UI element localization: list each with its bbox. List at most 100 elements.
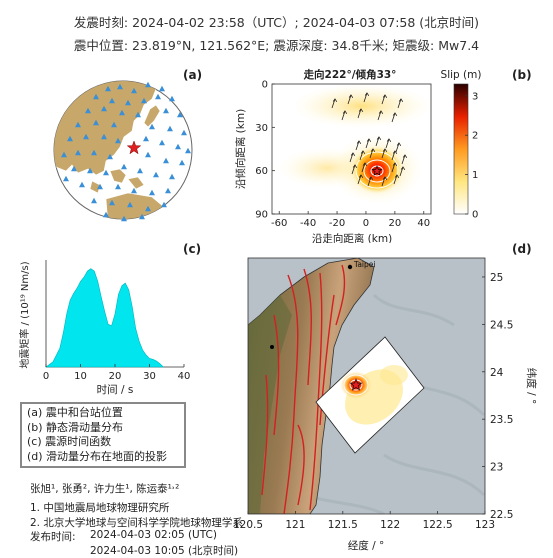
slip-vector-head bbox=[366, 138, 372, 143]
station-marker bbox=[163, 157, 169, 164]
colorbar-tick-label: 1 bbox=[472, 170, 478, 181]
station-marker bbox=[101, 105, 107, 112]
station-marker bbox=[141, 97, 147, 104]
station-marker bbox=[149, 189, 155, 196]
colorbar-tick-label: 3 bbox=[472, 91, 478, 102]
legend-item-d: (d) 滑动量分布在地面的投影 bbox=[27, 449, 168, 463]
legend-item-b: (b) 静态滑动量分布 bbox=[27, 420, 124, 434]
slip-vector bbox=[377, 110, 382, 121]
station-marker bbox=[97, 183, 103, 190]
slip-vector-head bbox=[398, 98, 404, 103]
stf-ylabel: 地震矩率 / (10¹⁹ Nm/s) bbox=[18, 261, 31, 368]
slip-vector-head bbox=[382, 176, 388, 181]
slip-x-tick-label: -60 bbox=[271, 218, 287, 229]
panel-label-d: (d) bbox=[512, 242, 532, 256]
station-marker bbox=[93, 93, 99, 100]
slip-vector-head bbox=[392, 112, 398, 117]
slip-vector bbox=[331, 98, 336, 109]
station-marker bbox=[103, 211, 109, 218]
slip-x-tick-label: -40 bbox=[300, 218, 316, 229]
west-coastal-plain bbox=[248, 295, 292, 514]
slip-x-tick-label: -20 bbox=[329, 218, 345, 229]
taipei-marker bbox=[347, 264, 353, 270]
slip-vector bbox=[357, 174, 362, 185]
slip-x-tick-label: 0 bbox=[363, 218, 369, 229]
station-marker bbox=[115, 137, 121, 144]
station-marker bbox=[137, 167, 143, 174]
origin-time: 发震时刻: 2024-04-02 23:58（UTC）; 2024-04-03 … bbox=[73, 15, 480, 30]
slip-vector-head bbox=[376, 136, 382, 141]
station-marker bbox=[161, 201, 167, 208]
slip-vector bbox=[365, 138, 370, 149]
station-marker bbox=[127, 201, 133, 208]
slip-y-tick-label: 60 bbox=[255, 166, 268, 177]
city-marker-west bbox=[270, 345, 274, 349]
station-marker bbox=[105, 85, 111, 92]
legend-item-a: (a) 震中和台站位置 bbox=[27, 406, 123, 419]
slip-colorbar bbox=[453, 83, 469, 215]
slip-vector-head bbox=[400, 166, 406, 171]
station-marker bbox=[143, 135, 149, 142]
map-ylabel: 纬度 / ° bbox=[525, 368, 538, 404]
stf-x-tick-label: 40 bbox=[178, 371, 191, 382]
slip-vector bbox=[363, 92, 368, 103]
slip-vector-head bbox=[362, 162, 368, 167]
slip-vector bbox=[341, 110, 346, 121]
map-y-tick-label: 24 bbox=[490, 367, 504, 379]
station-marker bbox=[159, 139, 165, 146]
slip-axes-frame bbox=[271, 83, 432, 215]
station-marker bbox=[167, 125, 173, 132]
release-time-utc: 2024-04-03 02:05 (UTC) bbox=[90, 529, 217, 541]
slip-vector-head bbox=[350, 152, 356, 157]
slip-vector-head bbox=[352, 164, 358, 169]
slip-vector bbox=[349, 152, 354, 163]
station-marker bbox=[101, 133, 107, 140]
station-marker bbox=[83, 133, 89, 140]
slip-vector bbox=[397, 98, 402, 109]
slip-vector-head bbox=[332, 98, 338, 103]
slip-ylabel: 沿倾向距离 (km) bbox=[234, 109, 247, 189]
hypocenter-star bbox=[371, 165, 383, 176]
map-frame bbox=[247, 257, 486, 515]
map-x-tick-label: 121.5 bbox=[328, 519, 358, 531]
station-marker bbox=[145, 81, 151, 88]
slip-vector bbox=[381, 176, 386, 187]
affiliation-1: 1. 中国地震局地球物理研究所 bbox=[30, 502, 170, 514]
station-marker bbox=[163, 107, 169, 114]
slip-x-tick-label: 20 bbox=[388, 218, 401, 229]
colorbar-tick-label: 0 bbox=[472, 210, 478, 221]
station-marker bbox=[115, 183, 121, 190]
slip-vector bbox=[355, 140, 360, 151]
slip-vector-head bbox=[356, 140, 362, 145]
slip-halo-upper bbox=[292, 84, 431, 128]
map-y-tick-label: 22.5 bbox=[490, 509, 513, 521]
slip-vector-head bbox=[396, 142, 402, 147]
colorbar-label: Slip (m) bbox=[441, 69, 482, 81]
slip-vector-head bbox=[392, 162, 398, 167]
globe-sea-islands bbox=[89, 168, 145, 194]
station-marker bbox=[181, 129, 187, 136]
slip-xlabel: 沿走向距离 (km) bbox=[312, 232, 392, 243]
station-marker bbox=[109, 97, 115, 104]
slip-vector bbox=[375, 136, 380, 147]
map-x-tick-label: 123 bbox=[475, 519, 495, 531]
station-marker bbox=[71, 165, 77, 172]
station-marker bbox=[61, 151, 67, 158]
taipei-label: Taipei bbox=[353, 260, 375, 269]
panel-label-a: (a) bbox=[183, 68, 203, 82]
station-marker bbox=[63, 175, 69, 182]
map-x-tick-label: 122.5 bbox=[423, 519, 453, 531]
station-marker bbox=[179, 159, 185, 166]
slip-vector bbox=[367, 176, 372, 187]
authors: 张旭¹, 张勇², 许力生¹, 陈运泰¹˒² bbox=[30, 483, 180, 495]
colorbar-tick-label: 2 bbox=[472, 131, 478, 142]
slip-vector-head bbox=[370, 148, 376, 153]
station-marker bbox=[135, 111, 141, 118]
slip-vector bbox=[391, 150, 396, 161]
slip-vector-head bbox=[402, 154, 408, 159]
station-marker bbox=[109, 199, 115, 206]
slip-vector-head bbox=[382, 94, 388, 99]
slip-vector-head bbox=[342, 110, 348, 115]
epicenter-star bbox=[126, 140, 142, 155]
